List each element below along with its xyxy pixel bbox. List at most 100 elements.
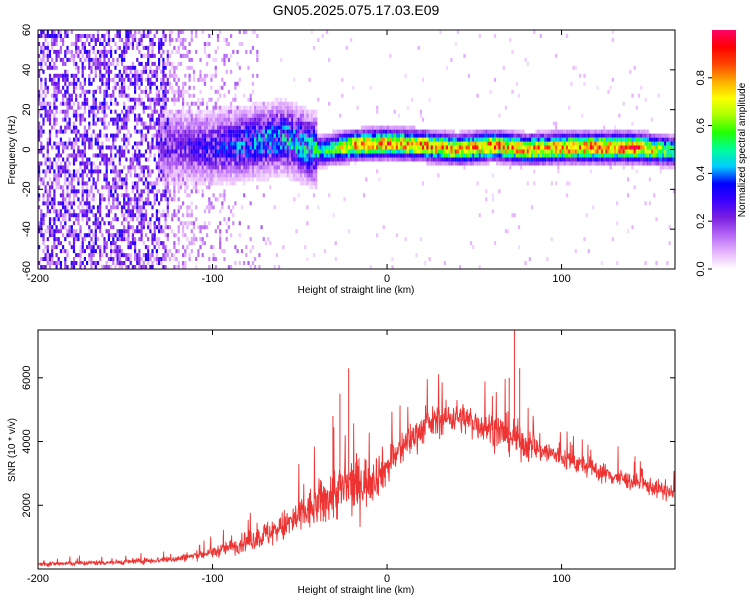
spectrogram-cell (190, 189, 193, 194)
spectrogram-cell (465, 137, 468, 142)
spectrogram-cell (363, 157, 366, 162)
spectrogram-cell (336, 157, 340, 162)
spectrogram-cell (199, 229, 202, 234)
spectrogram-cell (389, 157, 392, 162)
spectrogram-cell (258, 129, 261, 134)
spectrogram-cell (288, 157, 292, 162)
spectrogram-cell (570, 129, 573, 134)
spectrogram-cell (123, 45, 126, 50)
spectrogram-cell (195, 177, 198, 182)
spectrogram-cell (96, 225, 100, 230)
spectrogram-cell (55, 177, 58, 182)
spectrogram-cell (332, 149, 335, 154)
spectrogram-cell (182, 169, 185, 174)
spectrogram-cell (173, 69, 176, 74)
spectrogram-cell (164, 169, 167, 174)
spectrogram-cell (258, 165, 261, 170)
spectrogram-cell (240, 205, 244, 210)
spectrogram-cell (219, 93, 222, 98)
spectrogram-cell (339, 141, 342, 146)
spectrogram-cell (563, 133, 566, 138)
spectrogram-cell (101, 53, 104, 58)
spectrogram-cell (92, 77, 95, 82)
spectrogram-cell (197, 157, 200, 162)
spectrogram-cell (273, 109, 276, 114)
spectrogram-cell (485, 157, 488, 162)
spectrogram-cell (188, 113, 191, 118)
spectrogram-cell (105, 241, 108, 246)
spectrogram-cell (123, 137, 126, 142)
spectrogram-cell (256, 173, 259, 178)
spectrogram-cell (160, 133, 163, 138)
spectrogram-cell (131, 165, 134, 170)
spectrogram-cell (75, 81, 78, 86)
spectrogram-cell (201, 117, 204, 122)
spectrogram-cell (517, 145, 521, 150)
spectrogram-cell (112, 137, 115, 142)
spectrogram-cell (66, 141, 69, 146)
spectrogram-cell (138, 237, 141, 242)
spectrogram-cell (415, 133, 418, 138)
spectrogram-cell (151, 113, 154, 118)
spectrogram-cell (236, 161, 239, 166)
spectrogram-cell (581, 157, 584, 162)
spectrogram-cell (472, 137, 475, 142)
spectrogram-cell (134, 205, 137, 210)
spectrogram-cell (182, 97, 185, 102)
spectrogram-cell (158, 89, 161, 94)
spectrogram-cell (574, 145, 577, 150)
spectrogram-cell (166, 165, 169, 170)
spectrogram-cell (323, 153, 326, 158)
spectrogram-cell (389, 145, 392, 150)
spectrogram-cell (147, 49, 150, 54)
spectrogram-cell (332, 129, 335, 134)
spectrogram-cell (275, 101, 278, 106)
spectrogram-cell (140, 34, 143, 38)
spectrogram-cell (140, 229, 143, 234)
spectrogram-cell (195, 129, 198, 134)
spectrogram-cell (131, 38, 134, 42)
spectrogram-cell (90, 109, 93, 114)
spectrogram-cell (533, 161, 536, 166)
spectrogram-cell (326, 141, 329, 146)
spectrogram-cell (90, 209, 93, 214)
spectrogram-cell (77, 233, 80, 238)
spectrogram-cell (271, 145, 274, 150)
spectrogram-cell (127, 213, 130, 218)
spectrogram-cell (216, 45, 220, 50)
spectrogram-cell (376, 233, 379, 238)
spectrogram-cell (278, 117, 281, 122)
spectrogram-cell (243, 177, 246, 182)
spectrogram-cell (173, 181, 176, 186)
spectrogram-cell (273, 101, 276, 106)
spectrogram-cell (125, 117, 128, 122)
spectrogram-cell (123, 205, 126, 210)
spectrogram-cell (555, 53, 558, 58)
spectrogram-cell (365, 157, 368, 162)
spectrogram-cell (247, 109, 250, 114)
spectrogram-cell (182, 30, 185, 34)
spectrogram-cell (382, 125, 385, 130)
spectrogram-cell (171, 197, 174, 202)
spectrogram-cell (278, 141, 281, 146)
spectrogram-cell (131, 34, 134, 38)
spectrogram-cell (94, 121, 97, 126)
spectrogram-cell (171, 149, 174, 154)
spectrogram-cell (107, 221, 110, 226)
spectrogram-cell (371, 129, 374, 134)
spectrogram-cell (520, 149, 523, 154)
spectrogram-cell (291, 105, 294, 110)
spectrogram-cell (57, 81, 60, 86)
spectrogram-cell (57, 30, 60, 34)
spectrogram-cell (184, 261, 187, 265)
spectrogram-cell (369, 133, 372, 138)
spectrogram-cell (195, 49, 198, 54)
spectrogram-cell (483, 157, 486, 162)
spectrogram-cell (267, 113, 270, 118)
spectrogram-cell (112, 93, 115, 98)
spectrogram-cell (208, 257, 211, 261)
spectrogram-cell (190, 249, 193, 254)
spectrogram-cell (550, 133, 553, 138)
spectrogram-cell (147, 193, 150, 198)
spectrogram-cell (293, 113, 296, 118)
